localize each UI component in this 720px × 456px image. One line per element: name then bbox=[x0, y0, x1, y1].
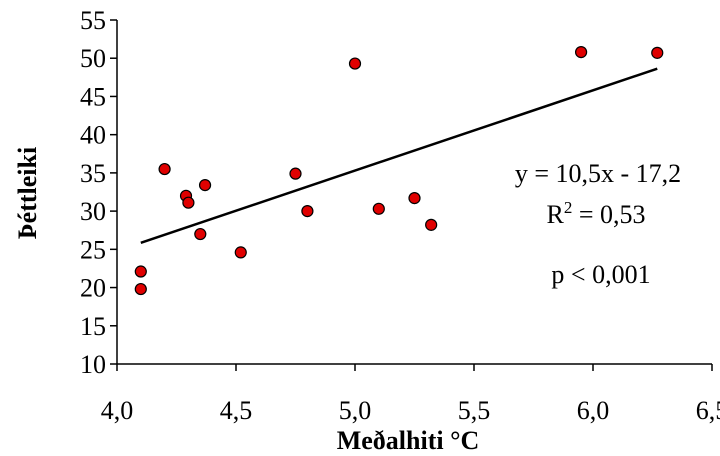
x-tick-label: 5,0 bbox=[339, 396, 372, 425]
data-point bbox=[425, 218, 438, 231]
x-tick-label: 5,5 bbox=[458, 396, 491, 425]
data-point bbox=[348, 57, 362, 70]
data-point bbox=[651, 46, 664, 59]
r-squared-value: = 0,53 bbox=[572, 200, 645, 229]
r-squared-prefix: R bbox=[546, 200, 564, 229]
y-tick-label: 55 bbox=[80, 6, 106, 35]
p-value: p < 0,001 bbox=[551, 260, 650, 289]
trendline bbox=[140, 67, 658, 245]
x-tick-label: 6,5 bbox=[696, 396, 720, 425]
y-axis-ticks: 10 15 20 25 30 35 40 45 50 55 bbox=[80, 6, 117, 379]
y-tick-label: 50 bbox=[80, 44, 106, 73]
data-point bbox=[574, 46, 588, 59]
data-point bbox=[289, 167, 302, 180]
data-point bbox=[408, 192, 421, 205]
x-tick-label: 6,0 bbox=[577, 396, 610, 425]
data-point bbox=[234, 246, 247, 259]
y-tick-label: 20 bbox=[80, 274, 106, 303]
data-point bbox=[182, 196, 195, 209]
data-point bbox=[301, 205, 314, 218]
x-axis-title: Meðalhiti °C bbox=[337, 426, 480, 455]
data-point bbox=[198, 179, 212, 192]
data-point bbox=[134, 282, 147, 296]
y-tick-label: 40 bbox=[80, 121, 106, 150]
y-axis-title: Þéttleiki bbox=[13, 147, 42, 239]
y-tick-label: 45 bbox=[80, 82, 106, 111]
x-tick-label: 4,0 bbox=[101, 396, 134, 425]
y-tick-label: 10 bbox=[80, 350, 106, 379]
data-point bbox=[372, 202, 385, 215]
data-points bbox=[134, 46, 664, 296]
r-squared-exponent: 2 bbox=[564, 198, 573, 217]
r-squared: R2 = 0,53 bbox=[546, 198, 645, 229]
regression-equation: y = 10,5x - 17,2 bbox=[515, 159, 681, 188]
trendline-layer bbox=[140, 67, 658, 245]
y-tick-label: 15 bbox=[80, 312, 106, 341]
x-axis-ticks: 4,0 4,5 5,0 5,5 6,0 6,5 bbox=[101, 364, 720, 425]
y-tick-label: 30 bbox=[80, 197, 106, 226]
x-tick-label: 4,5 bbox=[220, 396, 253, 425]
axes bbox=[116, 20, 712, 365]
y-tick-label: 35 bbox=[80, 159, 106, 188]
data-point bbox=[158, 162, 171, 176]
y-tick-label: 25 bbox=[80, 235, 106, 264]
data-point bbox=[194, 227, 207, 241]
data-point bbox=[134, 265, 147, 278]
